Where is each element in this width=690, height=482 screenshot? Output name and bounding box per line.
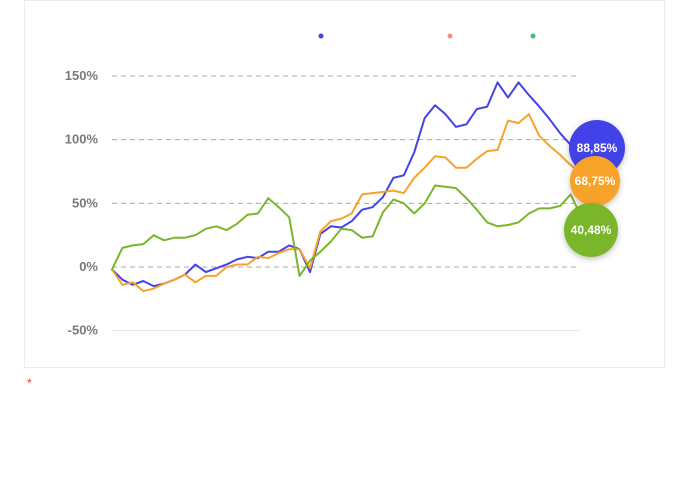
y-tick-label: -50% — [68, 323, 99, 338]
end-value-label-3: 40,48% — [571, 223, 612, 237]
performance-chart: 150% 100% 50% 0% -50% 88,85% 68,75% 40,48% — [65, 33, 625, 338]
legend-marker-3 — [530, 33, 536, 39]
chart-card: 150% 100% 50% 0% -50% 88,85% 68,75% 40,48% — [24, 0, 665, 368]
series-line-2 — [111, 113, 582, 293]
footnote-asterisk: * — [27, 376, 32, 390]
chart-gridlines — [112, 75, 580, 332]
legend-marker-2 — [447, 33, 453, 39]
legend-marker-1 — [318, 33, 324, 39]
y-tick-label: 0% — [79, 259, 98, 274]
chart-legend — [318, 33, 536, 39]
chart-series — [111, 81, 582, 293]
end-bubble-3 — [564, 203, 618, 257]
end-bubble-2 — [570, 156, 620, 206]
end-value-label-1: 88,85% — [577, 141, 618, 155]
series-line-1 — [111, 81, 582, 288]
y-tick-label: 100% — [65, 132, 99, 147]
y-tick-label: 50% — [72, 195, 98, 210]
end-value-bubbles: 88,85% 68,75% 40,48% — [564, 120, 625, 257]
y-axis: 150% 100% 50% 0% -50% — [65, 68, 99, 338]
series-line-3 — [111, 184, 582, 277]
end-value-label-2: 68,75% — [575, 174, 616, 188]
y-tick-label: 150% — [65, 68, 99, 83]
